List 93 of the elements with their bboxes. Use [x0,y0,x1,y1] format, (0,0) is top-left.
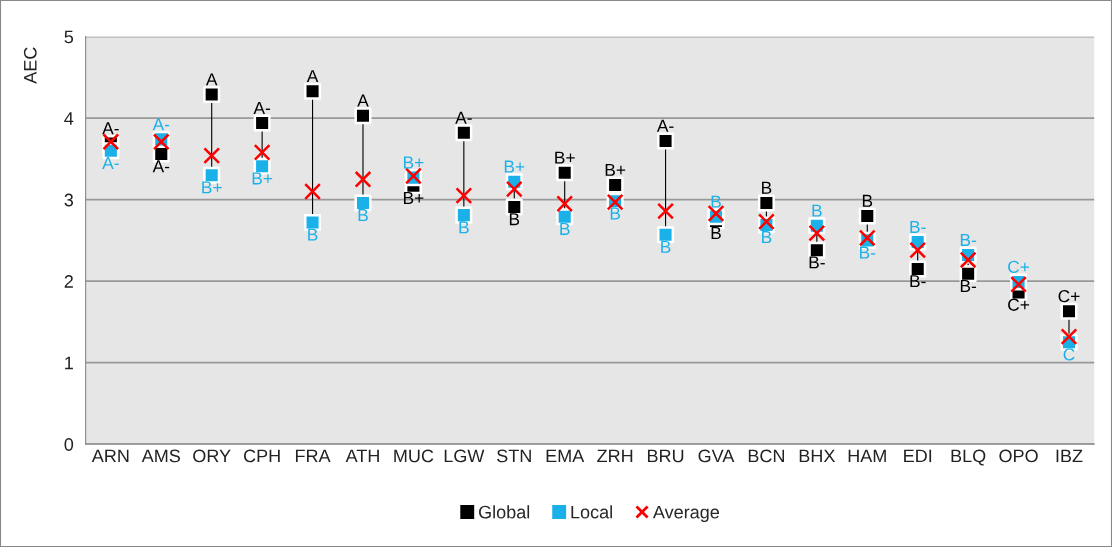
x-tick-label: EDI [904,449,932,463]
x-tick-label: BCN [748,449,785,463]
data-label: B [459,221,469,234]
data-label: A- [455,111,472,124]
y-tick-label: 5 [64,30,74,44]
data-label: B [762,181,772,194]
point [203,85,221,104]
x-tick-label: GVA [698,449,735,463]
x-tick-label: BLQ [951,449,986,466]
point [556,164,574,182]
data-label: A- [152,160,170,173]
data-label: C+ [1058,290,1080,303]
point [657,202,675,220]
point [858,207,876,225]
legend-label: Local [571,505,612,519]
data-label: B [560,222,570,235]
point [556,195,574,213]
point [304,82,322,100]
data-label: B [711,195,721,208]
data-label: A [306,70,319,83]
data-label: B [862,194,873,207]
data-label: B [812,204,822,217]
x-tick-label: FRA [295,449,331,463]
point [1060,328,1078,346]
y-axis-title: AEC [23,47,37,84]
point [354,107,372,125]
x-tick-label: ORY [193,449,231,463]
data-label: A- [656,119,674,132]
data-label: A [205,73,218,86]
data-label: B- [910,275,926,288]
point [959,251,977,269]
point [203,147,221,165]
data-label: B- [960,280,977,292]
data-label: B+ [252,172,273,185]
data-label: B+ [202,181,222,194]
data-label: B [762,231,772,244]
y-tick-label: 0 [64,438,74,451]
data-label: B [358,209,368,222]
data-label: B- [860,246,876,259]
x-tick-label: OPO [999,449,1038,463]
y-tick-label: 1 [65,356,73,370]
point [304,182,322,201]
point [253,143,271,161]
point [354,170,372,188]
x-tick-label: ATH [345,449,379,463]
point [455,187,473,205]
x-tick-label: ARN [91,449,129,463]
point [455,124,473,142]
x-tick-label: BRU [647,449,684,463]
y-tick-label: 3 [64,193,74,207]
data-label: B+ [605,163,626,176]
data-label: B [711,227,721,239]
x-tick-label: CPH [243,449,280,463]
legend-label: Average [652,505,720,523]
data-label: A- [152,118,170,131]
data-label: B [661,240,671,253]
x-tick-label: HAM [848,449,886,463]
point [1060,302,1078,320]
legend-label: Global [478,505,530,519]
point [606,176,624,194]
x-tick-label: ZRH [597,449,633,463]
data-label: B+ [403,156,424,169]
data-label: B [509,213,520,226]
x-tick-label: IBZ [1056,449,1083,463]
y-tick-label: 4 [64,112,74,125]
data-label: A [357,94,369,107]
data-label: B+ [555,151,575,164]
data-label: A- [102,122,119,135]
data-label: C+ [1008,298,1030,311]
data-label: B [610,207,620,220]
data-label: B- [809,256,825,269]
data-label: B- [960,233,977,246]
data-label: B+ [403,191,424,204]
data-label: C [1063,348,1075,361]
x-tick-label: STN [497,449,531,463]
x-tick-label: LGW [444,449,485,463]
x-tick-label: AMS [141,449,180,463]
data-label: B- [910,220,926,233]
data-label: B [308,228,318,241]
x-tick-label: BHX [799,449,836,463]
data-label: A- [102,156,119,169]
data-label: C+ [1008,260,1030,273]
x-tick-label: EMA [546,449,585,463]
x-tick-label: MUC [394,449,434,463]
point [505,180,523,198]
point [808,224,826,242]
data-label: B+ [504,160,525,173]
point [657,132,675,150]
y-tick-label: 2 [64,275,73,288]
point [757,194,775,212]
data-label: A- [253,101,271,114]
point [253,114,271,132]
point [909,241,927,259]
